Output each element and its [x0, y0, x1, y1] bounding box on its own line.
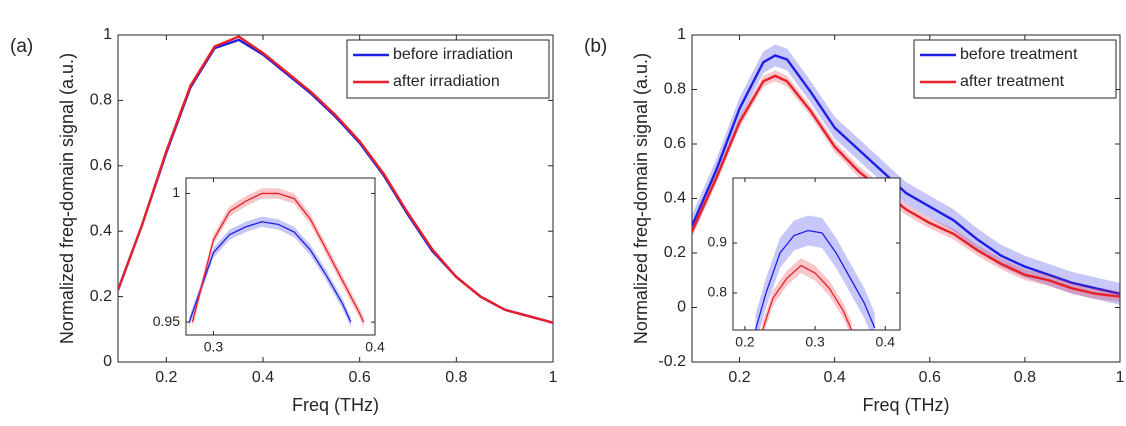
y-tick-label: 0.6 [90, 157, 112, 174]
x-tick-label: 0.6 [349, 369, 371, 386]
x-tick-label: 0.6 [919, 369, 941, 386]
series-line [191, 192, 365, 323]
y-tick-label: 1 [172, 184, 180, 200]
error-band [755, 215, 875, 330]
x-tick-label: 0.4 [252, 369, 274, 386]
series-line [188, 221, 352, 323]
plot-content [118, 35, 553, 324]
y-tick-label: 0.8 [90, 92, 112, 109]
panel-label: (b) [584, 36, 607, 57]
legend-label: after irradiation [393, 73, 500, 90]
x-tick-label: 0.4 [824, 369, 846, 386]
inset-box [732, 177, 901, 331]
panel-label: (a) [10, 36, 33, 57]
y-tick-label: 0 [677, 299, 686, 316]
x-tick-label: 0.4 [876, 334, 896, 350]
x-tick-label: 0.3 [805, 334, 825, 350]
y-axis-label: Normalized freq-domain signal (a.u.) [57, 53, 77, 344]
x-axis-label: Freq (THz) [863, 395, 950, 415]
series-line [754, 229, 876, 330]
y-tick-label: 0.4 [90, 222, 112, 239]
legend-label: before treatment [960, 46, 1078, 63]
legend-box [913, 39, 1117, 99]
error-band [762, 258, 852, 330]
x-tick-label: 0.2 [735, 334, 755, 350]
y-tick-label: 0.8 [664, 81, 686, 98]
x-tick-label: 0.4 [365, 339, 385, 355]
x-tick-label: 1 [549, 369, 558, 386]
y-tick-label: -0.2 [658, 353, 686, 370]
x-tick-label: 1 [1116, 369, 1125, 386]
x-tick-label: 0.2 [155, 369, 177, 386]
y-tick-label: 0.2 [90, 288, 112, 305]
legend-label: before irradiation [393, 46, 513, 63]
x-tick-label: 0.2 [728, 369, 750, 386]
x-tick-label: 0.8 [445, 369, 467, 386]
x-tick-label: 0.8 [1014, 369, 1036, 386]
y-tick-label: 0.8 [708, 284, 728, 300]
y-tick-label: 0 [103, 353, 112, 370]
inset-box [185, 177, 376, 336]
y-tick-label: 0.6 [664, 135, 686, 152]
y-tick-label: 1 [103, 26, 112, 43]
plot-content [754, 215, 876, 330]
x-tick-label: 0.3 [204, 339, 224, 355]
error-band [192, 188, 364, 328]
y-axis-label: Normalized freq-domain signal (a.u.) [631, 53, 651, 344]
y-tick-label: 1 [677, 26, 686, 43]
legend-box [346, 39, 550, 99]
series-line [761, 264, 853, 330]
plot-content [188, 188, 365, 328]
y-tick-label: 0.2 [664, 244, 686, 261]
x-axis-label: Freq (THz) [292, 395, 379, 415]
series-line [118, 35, 553, 324]
error-band [692, 44, 1120, 305]
legend-label: after treatment [960, 73, 1065, 90]
y-tick-label: 0.9 [708, 234, 728, 250]
y-tick-label: 0.95 [153, 313, 180, 329]
y-tick-label: 0.4 [664, 190, 686, 207]
